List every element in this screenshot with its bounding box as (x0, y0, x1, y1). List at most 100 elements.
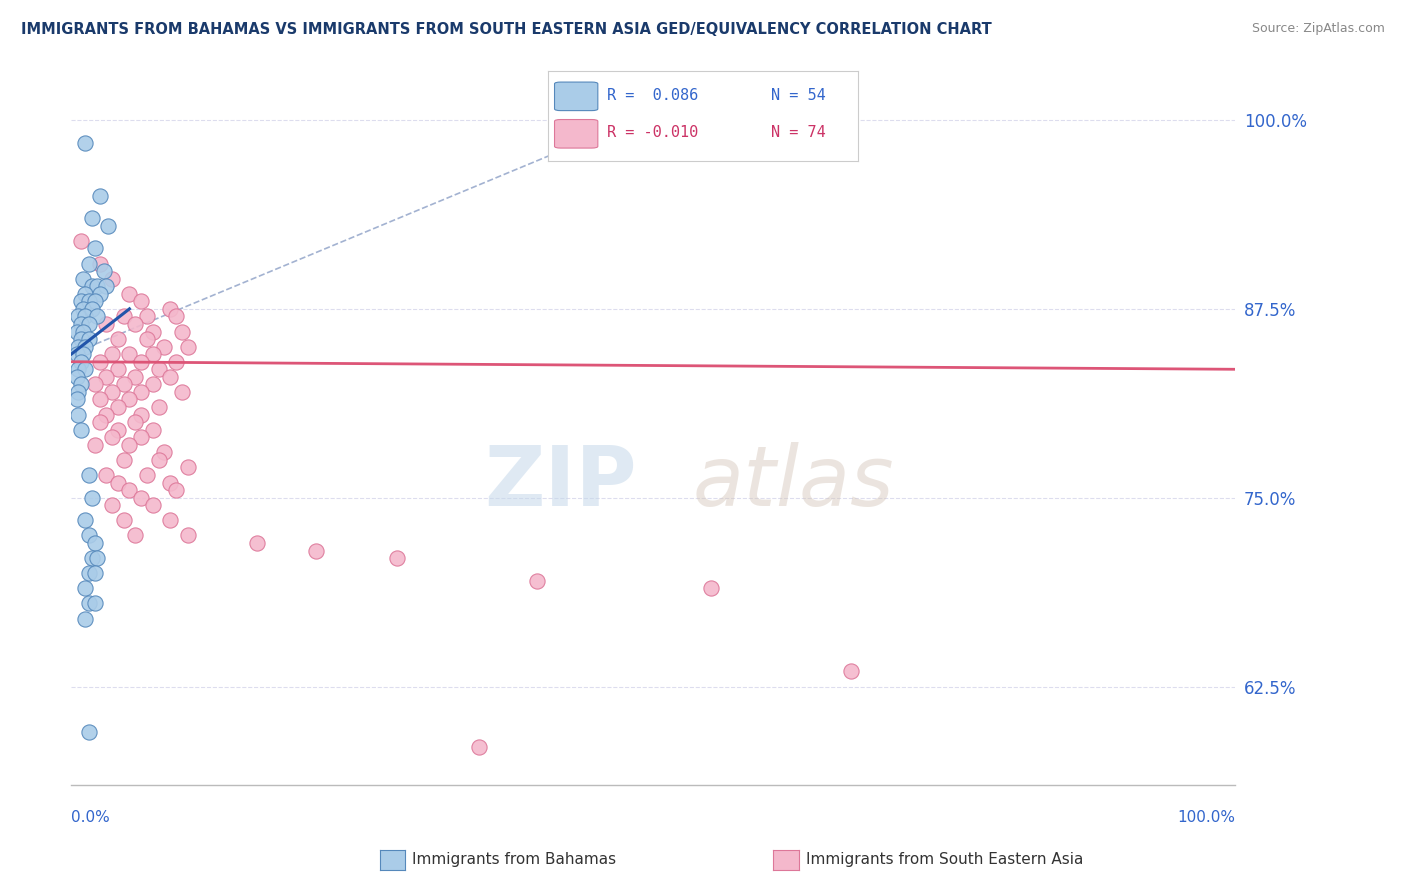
Text: R = -0.010: R = -0.010 (607, 126, 699, 140)
Point (246, 536, 269, 550)
Point (89, 256, 111, 270)
Point (67, 408, 90, 422)
Point (86, 310, 108, 324)
Point (83, 596, 105, 610)
Point (83, 438, 105, 452)
Point (69, 294, 91, 309)
Point (82, 279, 104, 293)
Point (129, 384, 152, 399)
Point (82, 211, 104, 226)
Point (96, 408, 118, 422)
Point (75, 136, 97, 150)
Point (83, 242, 105, 256)
Point (67, 340, 90, 354)
Point (142, 423, 165, 437)
Point (86, 551, 108, 566)
Point (526, 574, 548, 588)
Point (101, 271, 124, 285)
Point (129, 491, 152, 505)
Point (170, 325, 193, 339)
Point (148, 400, 170, 414)
Point (148, 362, 170, 376)
Point (66, 347, 89, 361)
Point (82, 551, 104, 566)
Point (112, 310, 135, 324)
Point (89, 188, 111, 202)
Point (67, 384, 90, 399)
Point (69, 317, 91, 331)
Point (129, 294, 152, 309)
Point (101, 498, 124, 512)
Point (75, 340, 97, 354)
Text: 100.0%: 100.0% (1177, 811, 1236, 825)
Point (107, 332, 129, 346)
Point (67, 362, 90, 376)
Point (165, 355, 187, 369)
Point (96, 279, 118, 293)
Point (118, 347, 141, 361)
Point (129, 355, 152, 369)
Point (77, 317, 100, 331)
Point (96, 468, 118, 483)
Text: ZIP: ZIP (484, 442, 637, 523)
Point (72, 271, 94, 285)
Point (118, 392, 141, 407)
Point (165, 483, 187, 497)
Point (101, 430, 124, 444)
FancyBboxPatch shape (554, 82, 598, 111)
Point (75, 611, 97, 625)
Point (83, 377, 105, 392)
Point (75, 582, 97, 596)
FancyBboxPatch shape (554, 120, 598, 148)
Point (77, 528, 100, 542)
Point (82, 491, 104, 505)
Point (89, 415, 111, 429)
Point (77, 596, 100, 610)
Point (107, 362, 129, 376)
Point (101, 384, 124, 399)
Text: Immigrants from South Eastern Asia: Immigrants from South Eastern Asia (806, 853, 1083, 867)
Text: R =  0.086: R = 0.086 (607, 88, 699, 103)
Text: atlas: atlas (692, 442, 894, 523)
Point (118, 483, 141, 497)
Point (176, 340, 198, 354)
Point (124, 369, 146, 384)
Point (67, 310, 90, 324)
Text: IMMIGRANTS FROM BAHAMAS VS IMMIGRANTS FROM SOUTH EASTERN ASIA GED/EQUIVALENCY CO: IMMIGRANTS FROM BAHAMAS VS IMMIGRANTS FR… (21, 22, 991, 37)
Text: Source: ZipAtlas.com: Source: ZipAtlas.com (1251, 22, 1385, 36)
Point (305, 543, 328, 558)
Point (66, 325, 89, 339)
Point (170, 384, 193, 399)
Point (159, 369, 181, 384)
Point (89, 392, 111, 407)
Point (124, 528, 146, 542)
Point (69, 423, 91, 437)
Point (77, 566, 100, 581)
Text: Immigrants from Bahamas: Immigrants from Bahamas (412, 853, 616, 867)
Point (93, 264, 115, 278)
Point (72, 325, 94, 339)
Point (69, 234, 91, 248)
Point (165, 310, 187, 324)
Point (135, 332, 157, 346)
Point (83, 294, 105, 309)
Point (77, 332, 100, 346)
Point (86, 279, 108, 293)
Point (124, 415, 146, 429)
Point (101, 347, 124, 361)
Point (129, 430, 152, 444)
Point (72, 347, 94, 361)
Point (66, 369, 89, 384)
Text: N = 54: N = 54 (770, 88, 825, 103)
Point (700, 582, 723, 596)
Point (142, 325, 165, 339)
Point (135, 310, 157, 324)
Point (112, 377, 135, 392)
Point (467, 739, 489, 754)
Point (83, 566, 105, 581)
Point (89, 286, 111, 301)
Point (142, 347, 165, 361)
Point (176, 528, 198, 542)
Point (69, 355, 91, 369)
Point (96, 317, 118, 331)
